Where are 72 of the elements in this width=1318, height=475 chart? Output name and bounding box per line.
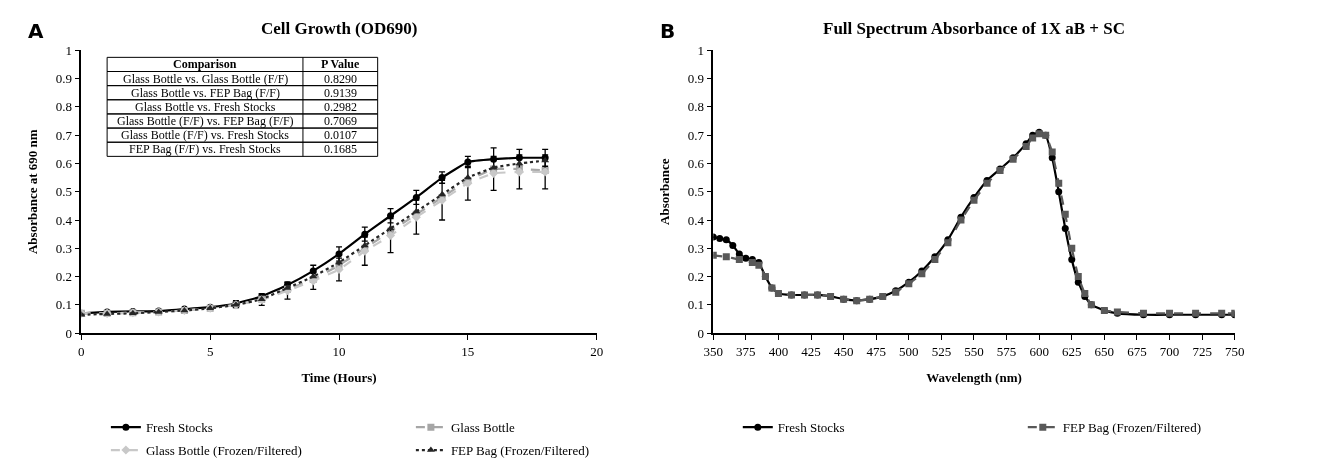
annotation: Glass Bottle vs. Fresh Stocks: [135, 100, 276, 114]
y-tick-label: 0.5: [55, 184, 72, 200]
y-tick-label: 0.6: [687, 155, 705, 171]
legend-label: Fresh Stocks: [777, 420, 845, 436]
y-tick-label: 0.1: [55, 297, 72, 313]
annotation: P Value: [321, 57, 361, 71]
x-axis-title: Wavelength (nm): [926, 369, 1022, 385]
annotation: Glass Bottle (F/F) vs. Fresh Stocks: [121, 128, 290, 142]
y-tick-label: 0.3: [687, 240, 704, 256]
x-tick-label: 550: [964, 343, 984, 359]
y-axis-title: Absorbance: [657, 158, 673, 225]
y-tick-label: 0.7: [55, 127, 73, 143]
x-tick-label: 575: [996, 343, 1017, 359]
x-tick-label: 5: [206, 343, 214, 359]
x-tick-label: 0: [78, 343, 85, 359]
text: A: [28, 19, 44, 43]
y-tick-label: 0: [65, 325, 72, 341]
x-tick-label: 650: [1094, 343, 1115, 359]
annotation: Glass Bottle vs. Glass Bottle (F/F): [123, 72, 289, 86]
annotation: 0.9139: [324, 86, 357, 100]
annotation: FEP Bag (F/F) vs. Fresh Stocks: [129, 142, 281, 156]
x-tick-label: 675: [1127, 343, 1147, 359]
legend-label: Glass Bottle: [450, 420, 516, 436]
annotation: 0.7069: [324, 114, 357, 128]
annotation: 0.1685: [324, 142, 357, 156]
y-tick-label: 0.1: [687, 297, 704, 313]
annotation: Glass Bottle (F/F) vs. FEP Bag (F/F): [117, 114, 294, 128]
y-tick-label: 0.4: [55, 212, 73, 228]
legend-label: Fresh Stocks: [145, 420, 213, 436]
x-tick-label: 350: [703, 343, 724, 359]
y-tick-label: 0.4: [687, 212, 705, 228]
x-axis-title: Time (Hours): [301, 369, 377, 385]
legend-label: FEP Bag (Frozen/Filtered): [450, 443, 590, 459]
legend-label: Glass Bottle (Frozen/Filtered): [145, 443, 302, 459]
y-tick-label: 0.5: [687, 184, 704, 200]
y-tick-label: 0.7: [687, 127, 705, 143]
y-tick-label: 0.9: [687, 71, 704, 87]
x-tick-label: 700: [1159, 343, 1180, 359]
y-tick-label: 0: [697, 325, 704, 341]
x-tick-label: 375: [736, 343, 756, 359]
y-tick-label: 0.3: [55, 240, 72, 256]
y-tick-label: 0.8: [55, 99, 72, 115]
y-tick-label: 0.2: [55, 269, 72, 285]
x-tick-label: 400: [768, 343, 789, 359]
x-tick-label: 525: [931, 343, 952, 359]
y-tick-label: 1: [65, 42, 72, 58]
x-tick-label: 500: [899, 343, 919, 359]
y-tick-label: 1: [697, 42, 704, 58]
annotation: Glass Bottle vs. FEP Bag (F/F): [131, 86, 280, 100]
x-tick-label: 625: [1062, 343, 1082, 359]
y-tick-label: 0.8: [687, 99, 704, 115]
y-axis-title: Absorbance at 690 nm: [25, 129, 41, 255]
legend-label: FEP Bag (Frozen/Filtered): [1062, 420, 1201, 436]
x-tick-label: 750: [1224, 343, 1245, 359]
x-tick-label: 425: [801, 343, 821, 359]
annotation: 0.8290: [324, 72, 357, 86]
chart-title: Cell Growth (OD690): [261, 19, 418, 38]
x-tick-label: 725: [1192, 343, 1212, 359]
chart-title: Full Spectrum Absorbance of 1X aB + SC: [823, 19, 1126, 38]
y-tick-label: 0.2: [687, 269, 704, 285]
y-tick-label: 0.6: [55, 155, 73, 171]
y-tick-label: 0.9: [55, 71, 72, 87]
x-tick-label: 475: [866, 343, 886, 359]
x-tick-label: 15: [461, 343, 475, 359]
annotation: 0.0107: [324, 128, 357, 142]
x-tick-label: 450: [833, 343, 854, 359]
x-tick-label: 10: [332, 343, 346, 359]
annotation: Comparison: [173, 57, 237, 71]
text: B: [660, 19, 676, 43]
x-tick-label: 20: [590, 343, 604, 359]
x-tick-label: 600: [1029, 343, 1049, 359]
annotation: 0.2982: [324, 100, 357, 114]
